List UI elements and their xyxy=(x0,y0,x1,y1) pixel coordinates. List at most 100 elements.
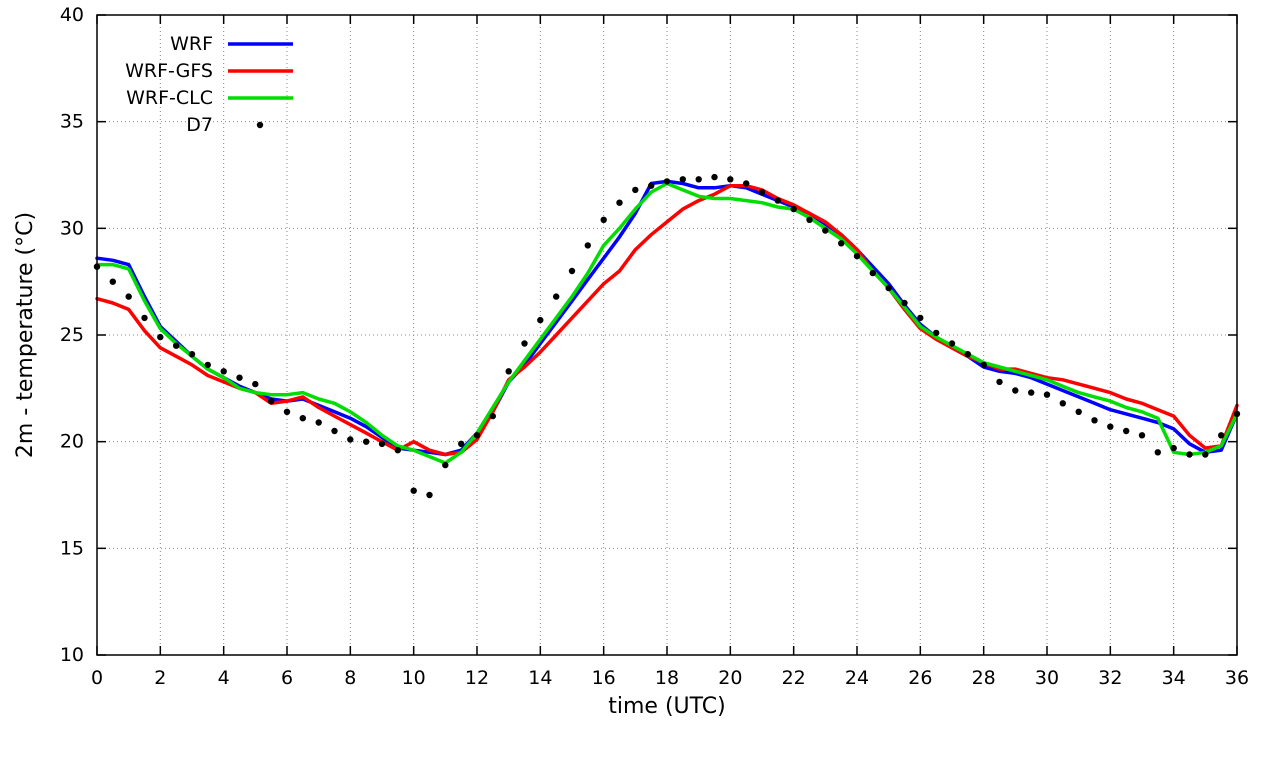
data-point-D7 xyxy=(220,368,227,375)
x-tick-label: 14 xyxy=(528,667,552,689)
data-point-D7 xyxy=(109,278,117,285)
data-point-D7 xyxy=(616,199,623,206)
series-WRF-GFS xyxy=(95,183,1239,457)
legend-label-WRF-GFS: WRF-GFS xyxy=(125,60,213,82)
data-point-D7 xyxy=(1186,451,1193,458)
data-point-D7 xyxy=(1107,423,1114,430)
data-point-D7 xyxy=(268,397,275,405)
data-point-D7 xyxy=(188,351,196,358)
y-tick-label: 20 xyxy=(60,431,84,453)
x-tick-label: 0 xyxy=(91,667,103,689)
data-point-D7 xyxy=(743,180,750,187)
y-tick-label: 25 xyxy=(60,324,84,346)
legend-label-D7: D7 xyxy=(186,114,213,136)
data-point-D7 xyxy=(568,267,576,275)
data-point-D7 xyxy=(1091,417,1098,424)
data-point-D7 xyxy=(679,176,686,183)
x-tick-label: 36 xyxy=(1225,667,1249,689)
data-point-D7 xyxy=(236,374,243,381)
data-point-D7 xyxy=(1138,432,1146,439)
data-point-D7 xyxy=(584,242,591,249)
legend: WRF WRF-GFS WRF-CLC D7 xyxy=(125,33,293,136)
x-tick-label: 12 xyxy=(465,667,489,689)
data-point-D7 xyxy=(347,436,354,443)
data-point-D7 xyxy=(125,293,132,300)
data-point-D7 xyxy=(331,427,338,435)
data-point-D7 xyxy=(901,299,908,307)
x-tick-label: 28 xyxy=(972,667,996,689)
data-point-D7 xyxy=(758,188,766,196)
data-point-D7 xyxy=(648,182,655,189)
data-point-D7 xyxy=(458,440,465,447)
y-tick-label: 30 xyxy=(60,217,84,239)
y-axis-title: 2m - temperature (°C) xyxy=(13,211,38,459)
legend-label-WRF: WRF xyxy=(170,33,213,55)
x-tick-label: 2 xyxy=(154,667,166,689)
legend-sample-D7 xyxy=(256,121,264,129)
y-tick-label: 40 xyxy=(60,4,84,26)
data-point-D7 xyxy=(663,178,671,185)
data-point-D7 xyxy=(505,368,512,375)
data-point-D7 xyxy=(964,351,971,358)
data-point-D7 xyxy=(1059,400,1067,407)
data-point-D7 xyxy=(1028,389,1035,396)
data-point-D7 xyxy=(1012,387,1019,394)
axis-ticks xyxy=(96,14,1238,656)
data-point-D7 xyxy=(806,216,813,223)
data-point-D7 xyxy=(1123,427,1130,435)
data-point-D7 xyxy=(252,380,259,388)
data-point-D7 xyxy=(173,342,180,349)
x-tick-label: 20 xyxy=(718,667,742,689)
data-point-D7 xyxy=(489,412,496,420)
x-tick-label: 18 xyxy=(655,667,679,689)
x-axis-title: time (UTC) xyxy=(608,694,726,719)
x-tick-label: 26 xyxy=(908,667,932,689)
data-point-D7 xyxy=(537,316,544,324)
data-point-D7 xyxy=(980,361,987,369)
data-point-D7 xyxy=(695,176,702,183)
data-point-D7 xyxy=(473,432,481,439)
x-tick-label: 22 xyxy=(782,667,806,689)
data-point-D7 xyxy=(996,378,1003,386)
data-point-D7 xyxy=(363,438,370,445)
data-point-D7 xyxy=(410,487,417,494)
y-tick-label: 10 xyxy=(60,644,84,666)
data-point-D7 xyxy=(632,186,639,194)
data-point-D7 xyxy=(378,440,386,447)
legend-label-WRF-CLC: WRF-CLC xyxy=(126,87,213,109)
data-point-D7 xyxy=(141,314,148,322)
x-tick-label: 6 xyxy=(281,667,293,689)
x-tick-label: 8 xyxy=(344,667,356,689)
y-tick-label: 35 xyxy=(60,111,84,133)
data-point-D7 xyxy=(727,176,734,183)
data-point-D7 xyxy=(157,333,164,341)
y-tick-labels: 10 15 20 25 30 35 40 xyxy=(60,4,84,666)
data-point-D7 xyxy=(822,227,829,234)
data-point-D7 xyxy=(933,329,940,337)
data-point-D7 xyxy=(553,293,560,300)
grid-lines xyxy=(96,14,1238,656)
data-point-D7 xyxy=(711,173,718,181)
data-point-D7 xyxy=(1075,408,1082,415)
x-tick-label: 30 xyxy=(1035,667,1059,689)
data-point-D7 xyxy=(426,491,433,499)
data-point-D7 xyxy=(774,197,781,204)
x-tick-label: 32 xyxy=(1098,667,1122,689)
data-point-D7 xyxy=(600,216,607,223)
data-point-D7 xyxy=(315,419,322,426)
data-point-D7 xyxy=(1043,391,1051,398)
data-point-D7 xyxy=(521,340,528,347)
data-point-D7 xyxy=(204,361,211,369)
data-point-D7 xyxy=(1218,432,1225,439)
series-line-WRF-GFS xyxy=(95,183,1239,457)
data-point-D7 xyxy=(1202,451,1209,458)
data-point-D7 xyxy=(1170,444,1177,452)
data-point-D7 xyxy=(442,461,449,469)
data-point-D7 xyxy=(885,284,892,292)
data-point-D7 xyxy=(869,269,876,277)
x-tick-label: 34 xyxy=(1162,667,1186,689)
x-tick-label: 16 xyxy=(592,667,616,689)
x-tick-labels: 0 2 4 6 8 10 12 14 16 18 20 22 24 26 28 30 32 34 36 xyxy=(91,667,1249,689)
